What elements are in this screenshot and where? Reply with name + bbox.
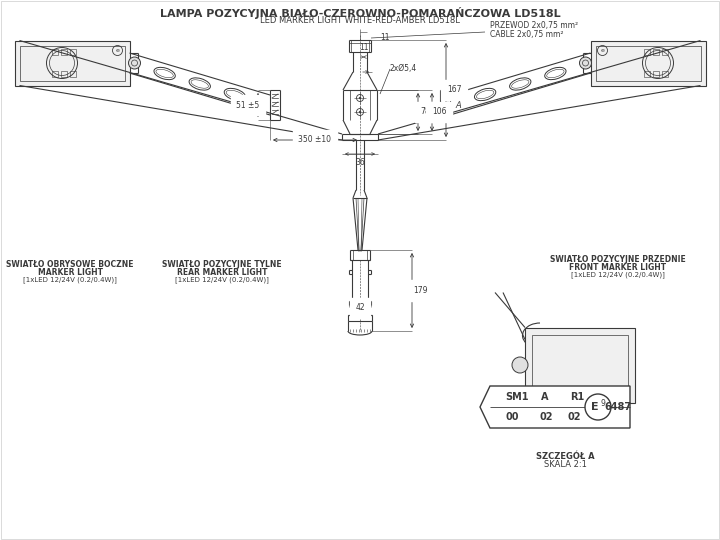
- Text: PRZEWOD 2x0,75 mm²: PRZEWOD 2x0,75 mm²: [490, 21, 578, 30]
- Text: R1: R1: [570, 392, 584, 402]
- Circle shape: [585, 394, 611, 420]
- Text: 106: 106: [432, 107, 446, 117]
- Bar: [644, 49, 649, 55]
- Text: SZCZEGÓŁ A: SZCZEGÓŁ A: [536, 452, 594, 461]
- Text: 167: 167: [446, 85, 462, 94]
- Text: 02: 02: [568, 413, 582, 422]
- Text: SWIATŁO POZYCYJNE TYLNE: SWIATŁO POZYCYJNE TYLNE: [162, 260, 282, 269]
- Text: A: A: [455, 100, 461, 110]
- Bar: [590, 40, 706, 85]
- Polygon shape: [480, 386, 630, 428]
- Text: FRONT MARKER LIGHT: FRONT MARKER LIGHT: [570, 263, 667, 272]
- Bar: [532, 334, 628, 395]
- Text: [1xLED 12/24V (0.2/0.4W)]: [1xLED 12/24V (0.2/0.4W)]: [175, 276, 269, 283]
- Circle shape: [580, 57, 592, 69]
- Bar: [71, 71, 76, 77]
- Bar: [662, 71, 667, 77]
- Bar: [595, 45, 701, 80]
- Text: REAR MARKER LIGHT: REAR MARKER LIGHT: [176, 268, 267, 277]
- Bar: [53, 71, 58, 77]
- Ellipse shape: [545, 68, 566, 79]
- Bar: [19, 45, 125, 80]
- Bar: [525, 327, 635, 402]
- Text: LAMPA POZYCYJNA BIAŁO-CZEROWNO-POMARAŃCZOWA LD518L: LAMPA POZYCYJNA BIAŁO-CZEROWNO-POMARAŃCZ…: [160, 7, 560, 19]
- Ellipse shape: [154, 68, 175, 79]
- Text: 2xØ5,4: 2xØ5,4: [390, 64, 418, 72]
- Text: SKALA 2:1: SKALA 2:1: [544, 460, 586, 469]
- Bar: [61, 71, 67, 77]
- Text: e: e: [116, 48, 120, 53]
- Bar: [662, 49, 667, 55]
- Bar: [653, 49, 659, 55]
- Text: SM1: SM1: [505, 392, 528, 402]
- Text: 78: 78: [420, 107, 430, 117]
- Ellipse shape: [189, 78, 210, 90]
- Circle shape: [512, 357, 528, 373]
- Bar: [53, 49, 58, 55]
- Text: CABLE 2x0,75 mm²: CABLE 2x0,75 mm²: [490, 30, 564, 39]
- Ellipse shape: [510, 78, 531, 90]
- Text: 11: 11: [359, 43, 368, 52]
- Text: e: e: [600, 48, 604, 53]
- Circle shape: [359, 111, 361, 113]
- Circle shape: [359, 97, 361, 99]
- Text: 00: 00: [505, 413, 518, 422]
- Bar: [14, 40, 130, 85]
- Text: [1xLED 12/24V (0.2/0.4W)]: [1xLED 12/24V (0.2/0.4W)]: [571, 271, 665, 278]
- Text: SWIATŁO OBRYSOWE BOCZNE: SWIATŁO OBRYSOWE BOCZNE: [6, 260, 134, 269]
- Text: 11: 11: [380, 32, 390, 42]
- Circle shape: [128, 57, 140, 69]
- Ellipse shape: [224, 89, 246, 100]
- Text: 6487: 6487: [604, 402, 631, 412]
- Text: LED MARKER LIGHT WHITE-RED-AMBER LD518L: LED MARKER LIGHT WHITE-RED-AMBER LD518L: [260, 16, 460, 25]
- Text: MARKER LIGHT: MARKER LIGHT: [37, 268, 102, 277]
- Bar: [653, 71, 659, 77]
- Text: 350 ±10: 350 ±10: [299, 136, 331, 145]
- Text: 36: 36: [355, 158, 365, 167]
- Text: [1xLED 12/24V (0.2/0.4W)]: [1xLED 12/24V (0.2/0.4W)]: [23, 276, 117, 283]
- Ellipse shape: [474, 89, 496, 100]
- Bar: [71, 49, 76, 55]
- Bar: [644, 71, 649, 77]
- Text: 51 ±5: 51 ±5: [236, 100, 260, 110]
- Bar: [61, 49, 67, 55]
- Text: E: E: [591, 402, 599, 412]
- Text: 179: 179: [413, 286, 427, 295]
- Text: SWIATŁO POZYCYJNE PRZEDNIE: SWIATŁO POZYCYJNE PRZEDNIE: [550, 255, 686, 264]
- Text: 02: 02: [540, 413, 554, 422]
- Text: 9: 9: [600, 399, 606, 408]
- Text: A: A: [541, 392, 549, 402]
- Text: 42: 42: [355, 303, 365, 313]
